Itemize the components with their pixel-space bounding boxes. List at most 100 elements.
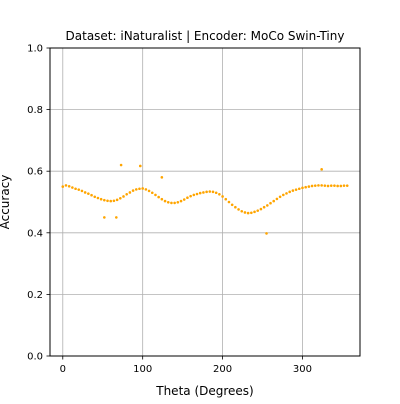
data-point xyxy=(154,193,157,197)
y-tick-label: 1.0 xyxy=(27,44,43,55)
data-point xyxy=(119,197,122,200)
data-point xyxy=(115,198,119,202)
axes-frame xyxy=(49,47,361,357)
data-point xyxy=(67,184,71,188)
data-point xyxy=(246,211,250,215)
data-point xyxy=(336,184,339,188)
y-axis-label: Accuracy xyxy=(0,175,12,230)
data-point xyxy=(74,187,77,191)
data-point xyxy=(125,193,129,196)
data-point xyxy=(234,205,237,209)
data-point xyxy=(208,190,212,193)
data-point xyxy=(83,191,87,194)
data-point xyxy=(106,199,109,203)
data-point xyxy=(64,184,68,187)
data-point xyxy=(115,216,118,219)
x-tick-label: 0 xyxy=(60,364,66,375)
data-point xyxy=(147,189,151,193)
data-point xyxy=(310,184,314,188)
data-point xyxy=(195,192,199,196)
data-point xyxy=(160,197,164,201)
data-point xyxy=(182,198,186,201)
data-point xyxy=(99,197,103,201)
data-point xyxy=(320,168,323,171)
x-tick-label: 200 xyxy=(213,364,232,375)
data-point xyxy=(119,163,123,167)
data-point xyxy=(80,189,84,193)
data-point xyxy=(297,187,301,191)
y-tick-label: 0.4 xyxy=(27,228,43,239)
data-point xyxy=(163,199,167,203)
data-point xyxy=(329,184,333,187)
data-point xyxy=(176,201,180,204)
x-tick-label: 100 xyxy=(133,364,152,375)
data-point xyxy=(237,208,240,211)
y-tick-label: 0.8 xyxy=(27,105,43,116)
data-point xyxy=(103,198,106,202)
data-point xyxy=(150,191,154,195)
data-point xyxy=(77,188,81,191)
data-point xyxy=(317,184,320,187)
data-point xyxy=(109,199,113,203)
data-point xyxy=(291,189,295,192)
chart-title: Dataset: iNaturalist | Encoder: MoCo Swi… xyxy=(66,29,345,43)
data-point xyxy=(138,164,142,168)
x-axis-label: Theta (Degrees) xyxy=(155,384,253,398)
data-point xyxy=(301,186,304,190)
data-point xyxy=(93,195,97,199)
data-point xyxy=(313,184,317,187)
data-point xyxy=(160,176,164,179)
y-tick-label: 0.2 xyxy=(27,290,43,301)
data-point xyxy=(202,191,205,194)
data-point xyxy=(262,205,266,209)
data-point xyxy=(269,201,272,205)
data-point xyxy=(240,209,244,213)
data-point xyxy=(339,184,343,188)
data-point xyxy=(221,195,224,198)
data-point xyxy=(281,193,285,197)
data-points xyxy=(61,163,349,235)
data-point xyxy=(320,184,323,187)
data-point xyxy=(259,207,263,211)
data-point xyxy=(141,187,144,190)
data-point xyxy=(266,204,269,207)
data-point xyxy=(112,199,116,203)
data-point xyxy=(96,196,100,200)
x-tick-label: 300 xyxy=(293,364,312,375)
data-point xyxy=(250,211,253,215)
data-point xyxy=(285,192,288,195)
data-point xyxy=(326,184,330,188)
data-point xyxy=(173,201,176,205)
data-point xyxy=(166,201,170,204)
data-point xyxy=(272,199,276,203)
data-point xyxy=(131,189,135,192)
data-point xyxy=(134,188,138,191)
axis-ticks: 0 100 200 300 0.0 0.2 0.4 0.6 0.8 1.0 xyxy=(27,44,312,376)
data-point xyxy=(278,195,282,199)
data-point xyxy=(198,191,202,195)
y-tick-label: 0.6 xyxy=(27,167,43,178)
data-point xyxy=(189,194,192,198)
data-point xyxy=(144,188,148,191)
data-point xyxy=(218,193,221,196)
y-tick-label: 0.0 xyxy=(27,352,43,363)
data-point xyxy=(304,185,307,189)
data-point xyxy=(211,190,215,194)
data-point xyxy=(227,200,231,204)
data-point xyxy=(128,191,132,194)
data-point xyxy=(186,196,189,199)
data-point xyxy=(230,203,234,207)
data-point xyxy=(345,184,349,187)
data-point xyxy=(103,216,106,219)
data-point xyxy=(205,190,208,194)
data-point xyxy=(342,184,346,187)
data-point xyxy=(243,211,247,214)
data-point xyxy=(214,191,218,195)
data-point xyxy=(323,184,327,187)
data-point xyxy=(275,197,279,201)
data-point xyxy=(333,184,336,187)
data-point xyxy=(122,195,125,198)
